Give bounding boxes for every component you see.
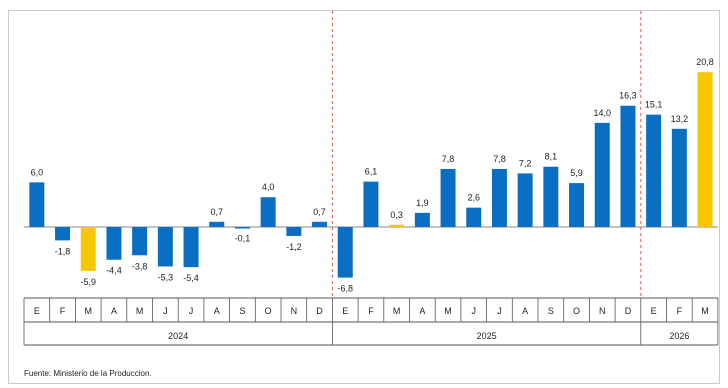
tick-label: N [599,306,606,316]
tick-label: D [625,306,632,316]
bar [29,182,45,227]
tick-label: F [677,306,683,316]
tick-label: S [548,306,554,316]
bar [466,207,482,227]
tick-label: J [497,306,502,316]
data-label: 5,9 [570,168,583,178]
data-label: 4,0 [262,182,275,192]
bar [620,105,636,227]
bar [337,227,353,278]
bar [157,227,173,267]
bar [260,197,276,227]
bar [209,221,225,227]
data-label: 7,8 [442,154,455,164]
data-label: 7,2 [519,158,532,168]
tick-label: A [214,306,220,316]
data-label: -5,9 [80,277,96,287]
tick-label: O [265,306,272,316]
tick-label: D [316,306,323,316]
tick-label: F [60,306,66,316]
year-label: 2025 [477,331,497,341]
tick-label: M [393,306,401,316]
bar [440,168,456,227]
bar [80,227,96,271]
bar [517,173,533,227]
data-label: 2,6 [467,193,480,203]
year-label: 2024 [168,331,188,341]
data-label: -6,8 [337,284,353,294]
bar [234,227,250,229]
data-label: 0,7 [210,207,223,217]
tick-label: A [419,306,425,316]
data-label: 15,1 [645,100,663,110]
data-label: -1,2 [286,242,302,252]
chart-frame [8,10,720,384]
bar [543,166,559,227]
tick-label: A [111,306,117,316]
bar [132,227,148,256]
bar [286,227,302,236]
tick-label: J [163,306,168,316]
bar [55,227,71,241]
tick-label: F [368,306,374,316]
data-label: -0,1 [235,234,251,244]
tick-label: M [136,306,144,316]
bar [569,183,585,227]
tick-label: J [189,306,194,316]
bar [389,224,405,227]
data-label: 0,7 [313,207,326,217]
tick-label: O [573,306,580,316]
bar [491,168,507,227]
bar [646,114,662,227]
tick-label: N [291,306,298,316]
bar [106,227,122,260]
tick-label: J [472,306,477,316]
data-label: 1,9 [416,198,429,208]
tick-label: M [444,306,452,316]
bar [183,227,199,268]
data-label: -1,8 [55,246,71,256]
source-note: Fuente: Ministerio de la Produccion. [24,369,152,378]
data-label: 7,8 [493,154,506,164]
data-label: 0,3 [390,210,403,220]
bar [312,221,328,227]
tick-label: A [522,306,528,316]
tick-label: E [342,306,348,316]
tick-label: M [85,306,93,316]
data-label: -5,3 [158,272,174,282]
bar [594,122,610,227]
bar [671,128,687,227]
bar [363,181,379,227]
data-label: 14,0 [593,108,611,118]
data-label: -5,4 [183,273,199,283]
tick-label: M [701,306,709,316]
data-label: 8,1 [545,152,558,162]
data-label: 6,0 [31,167,44,177]
data-label: -3,8 [132,261,148,271]
data-label: 16,3 [619,91,637,101]
data-label: 20,8 [696,57,714,67]
data-label: 13,2 [671,114,689,124]
tick-label: E [34,306,40,316]
tick-label: S [239,306,245,316]
bar [697,72,713,227]
year-label: 2026 [669,331,689,341]
data-label: 6,1 [365,167,378,177]
tick-label: E [651,306,657,316]
data-label: -4,4 [106,266,122,276]
bar [414,212,430,227]
